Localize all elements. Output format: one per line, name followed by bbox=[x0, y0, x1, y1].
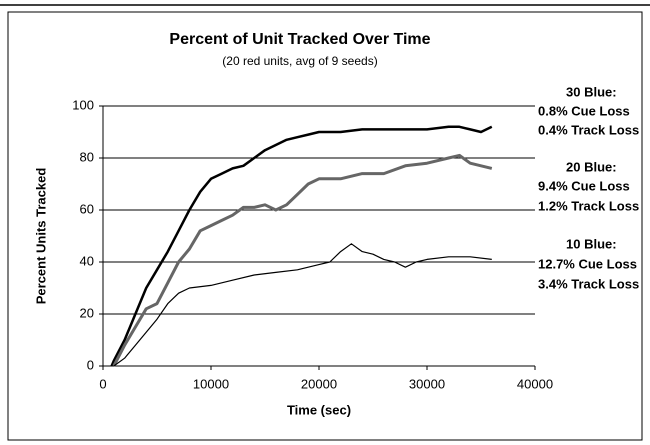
x-tick-label: 30000 bbox=[409, 376, 445, 391]
series-line bbox=[110, 125, 493, 367]
annotation: 20 Blue: bbox=[566, 159, 617, 174]
y-tick-label: 40 bbox=[80, 253, 94, 268]
annotation: 12.7% Cue Loss bbox=[538, 256, 637, 271]
y-tick-label: 20 bbox=[80, 305, 94, 320]
annotation: 3.4% Track Loss bbox=[538, 276, 639, 291]
y-tick-label: 60 bbox=[80, 201, 94, 216]
chart-subtitle: (20 red units, avg of 9 seeds) bbox=[222, 54, 377, 68]
annotation: 30 Blue: bbox=[566, 84, 617, 99]
annotation: 9.4% Cue Loss bbox=[538, 178, 630, 193]
annotation: 1.2% Track Loss bbox=[538, 198, 639, 213]
frame bbox=[7, 11, 643, 441]
annotation: 0.8% Cue Loss bbox=[538, 103, 630, 118]
series-line bbox=[112, 153, 493, 367]
x-axis-label: Time (sec) bbox=[287, 402, 351, 417]
annotation: 0.4% Track Loss bbox=[538, 122, 639, 137]
x-tick-label: 0 bbox=[99, 376, 106, 391]
annotation: 10 Blue: bbox=[566, 236, 617, 251]
series-line bbox=[113, 243, 492, 367]
x-tick-label: 40000 bbox=[517, 376, 553, 391]
chart-title: Percent of Unit Tracked Over Time bbox=[169, 31, 430, 48]
y-tick-label: 0 bbox=[87, 357, 94, 372]
x-tick-label: 10000 bbox=[193, 376, 229, 391]
y-axis-label: Percent Units Tracked bbox=[33, 168, 48, 305]
x-tick-label: 20000 bbox=[301, 376, 337, 391]
y-tick-label: 100 bbox=[72, 97, 94, 112]
y-tick-label: 80 bbox=[80, 149, 94, 164]
